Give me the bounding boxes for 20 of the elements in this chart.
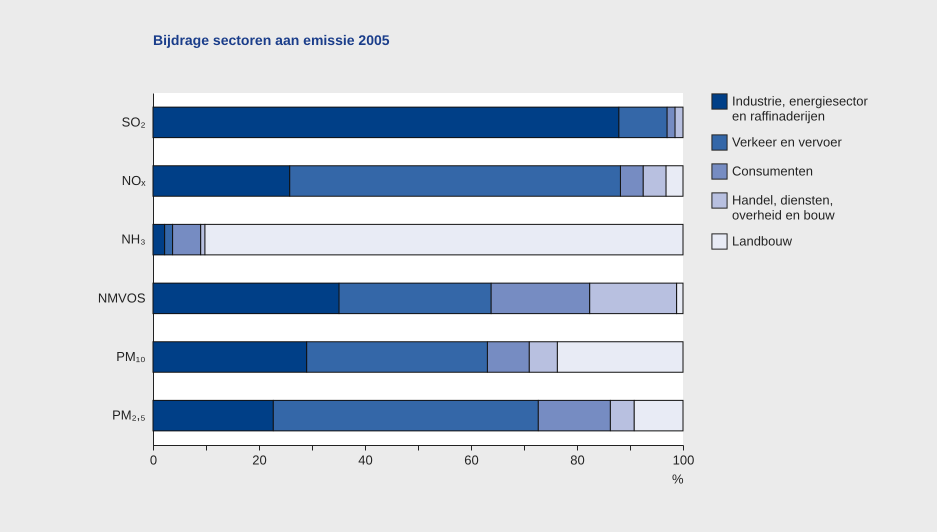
- legend-label: Landbouw: [732, 234, 793, 248]
- chart-title: Bijdrage sectoren aan emissie 2005: [153, 32, 390, 48]
- legend-label: Verkeer en vervoer: [732, 134, 843, 150]
- y-tick-label: NH₃: [121, 232, 146, 247]
- x-axis-title: %: [672, 472, 684, 486]
- y-tick-label: PM₁₀: [116, 349, 146, 364]
- y-tick-label: NOₓ: [122, 173, 146, 188]
- legend-label: Handel, diensten, overheid en bouw: [732, 192, 836, 222]
- y-tick-label: SO₂: [122, 114, 146, 130]
- x-tick-label: 20: [252, 452, 267, 468]
- legend-label: Consumenten: [732, 164, 813, 178]
- x-tick-label: 0: [150, 452, 158, 468]
- y-tick-label: NMVOS: [98, 290, 146, 306]
- legend-label: Industrie, energiesector en raffinaderijen: [732, 94, 869, 124]
- x-tick-label: 40: [358, 452, 373, 468]
- x-tick-label: 60: [464, 452, 479, 468]
- bar: [204, 224, 684, 256]
- x-tick-label: 80: [570, 452, 585, 468]
- y-tick-label: PM₂,₅: [112, 408, 146, 423]
- x-tick-label: 100: [672, 452, 694, 468]
